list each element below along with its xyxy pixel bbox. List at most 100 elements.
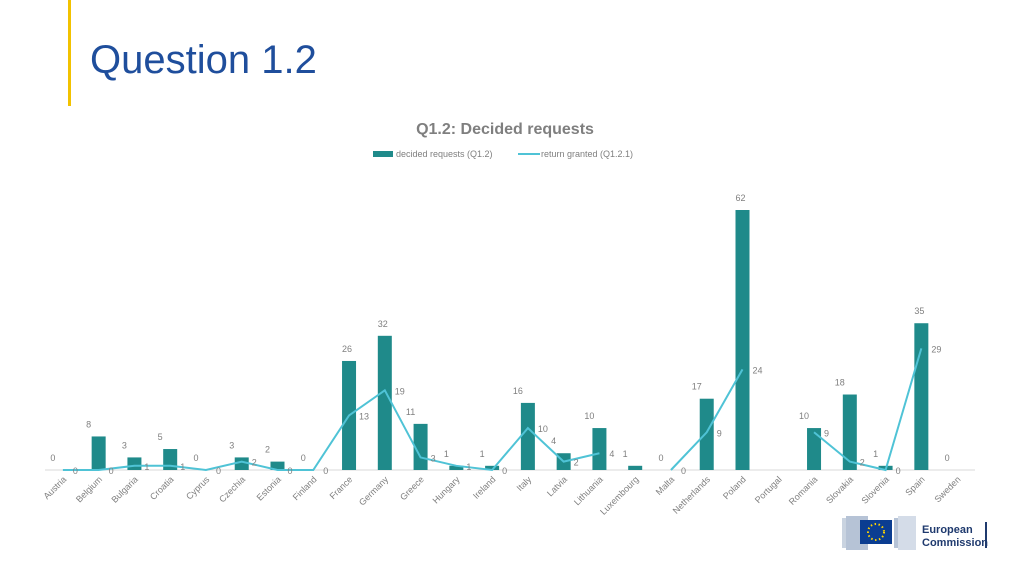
x-tick-label: Bulgaria <box>109 474 139 504</box>
x-tick-label: France <box>328 474 355 501</box>
line-value-label: 10 <box>538 424 548 434</box>
line-value-label: 0 <box>216 466 221 476</box>
bar-netherlands <box>699 398 714 470</box>
bar-value-label: 0 <box>301 453 306 463</box>
x-tick-label: Belgium <box>74 474 104 504</box>
bar-value-label: 1 <box>444 449 449 459</box>
bar-germany <box>377 335 392 470</box>
x-tick-label: Czechia <box>217 474 247 504</box>
line-value-label: 3 <box>431 453 436 463</box>
x-tick-label: Greece <box>398 474 426 502</box>
bar-value-label: 32 <box>378 319 388 329</box>
chart-title: Q1.2: Decided requests <box>416 121 594 138</box>
bar-value-label: 26 <box>342 344 352 354</box>
line-value-label: 0 <box>288 466 293 476</box>
line-value-label: 0 <box>896 466 901 476</box>
bar-value-label: 1 <box>480 449 485 459</box>
bar-value-label: 0 <box>945 453 950 463</box>
x-tick-label: Germany <box>357 474 391 508</box>
x-tick-label: Luxembourg <box>598 474 640 516</box>
line-value-label: 4 <box>609 449 614 459</box>
bar-value-label: 5 <box>158 432 163 442</box>
bar-value-label: 10 <box>584 411 594 421</box>
bar-value-label: 11 <box>406 407 415 417</box>
bar-estonia <box>270 461 285 470</box>
legend-bar-swatch <box>373 151 393 157</box>
x-tick-label: Estonia <box>255 474 283 502</box>
x-tick-label: Italy <box>515 474 534 493</box>
x-tick-label: Croatia <box>148 474 176 502</box>
line-value-label: 2 <box>252 458 257 468</box>
bar-value-label: 62 <box>735 193 745 203</box>
bar-italy <box>520 402 535 470</box>
x-tick-label: Hungary <box>431 474 462 505</box>
logo-line-1: European <box>922 524 973 536</box>
bar-value-label: 0 <box>658 453 663 463</box>
line-value-label: 1 <box>180 462 185 472</box>
logo-line-2: Commission <box>922 537 989 549</box>
x-tick-label: Romania <box>787 474 820 507</box>
line-value-label: 2 <box>574 458 579 468</box>
line-value-label: 0 <box>109 466 114 476</box>
line-value-label: 13 <box>359 411 369 421</box>
bar-value-label: 1 <box>873 449 878 459</box>
bar-luxembourg <box>628 465 643 470</box>
x-tick-label: Netherlands <box>671 474 713 516</box>
line-value-label: 0 <box>681 466 686 476</box>
x-tick-label: Ireland <box>471 474 498 501</box>
bar-hungary <box>449 465 464 470</box>
bar-value-label: 3 <box>122 440 127 450</box>
x-tick-label: Cyprus <box>184 474 212 502</box>
bar-value-label: 18 <box>835 378 845 388</box>
bar-value-label: 17 <box>692 382 702 392</box>
bar-lithuania <box>592 428 607 470</box>
bar-value-label: 0 <box>193 453 198 463</box>
line-value-label: 0 <box>502 466 507 476</box>
bar-belgium <box>91 436 106 470</box>
line-value-label: 9 <box>717 428 722 438</box>
x-tick-label: Sweden <box>932 474 962 504</box>
bar-value-label: 1 <box>623 449 628 459</box>
x-tick-label: Latvia <box>545 474 569 498</box>
eu-flag-icon <box>842 516 916 550</box>
page-title: Question 1.2 <box>90 38 317 82</box>
series-line-return-granted <box>62 388 600 472</box>
bar-value-label: 10 <box>799 411 809 421</box>
series-line-return-granted <box>670 368 744 471</box>
line-value-label: 29 <box>931 344 941 354</box>
bar-value-label: 4 <box>551 436 556 446</box>
series-line-return-granted <box>813 348 923 472</box>
logo-divider <box>985 522 987 548</box>
line-value-label: 24 <box>753 365 763 375</box>
bar-bulgaria <box>127 457 142 470</box>
bar-value-label: 8 <box>86 419 91 429</box>
x-tick-label: Spain <box>903 474 926 497</box>
logo-text: European Commission <box>922 524 988 550</box>
bar-value-label: 0 <box>50 453 55 463</box>
bar-croatia <box>163 449 178 470</box>
legend-line-label: return granted (Q1.2.1) <box>541 149 633 159</box>
line-value-label: 9 <box>824 428 829 438</box>
bar-poland <box>735 210 750 470</box>
line-value-label: 1 <box>466 462 471 472</box>
bar-value-label: 2 <box>265 445 270 455</box>
line-value-label: 0 <box>323 466 328 476</box>
line-value-label: 0 <box>73 466 78 476</box>
x-tick-label: Malta <box>654 474 677 497</box>
x-tick-label: Finland <box>291 474 319 502</box>
line-value-label: 1 <box>144 462 149 472</box>
bar-value-label: 3 <box>229 440 234 450</box>
bar-ireland <box>485 465 500 470</box>
x-tick-label: Portugal <box>753 474 784 505</box>
bar-spain <box>914 323 929 470</box>
x-tick-label: Slovakia <box>824 474 855 505</box>
bar-slovakia <box>842 394 857 470</box>
legend-bar-label: decided requests (Q1.2) <box>396 149 493 159</box>
line-value-label: 19 <box>395 386 405 396</box>
x-tick-label: Austria <box>41 474 68 501</box>
x-tick-label: Poland <box>721 474 748 501</box>
bar-value-label: 16 <box>513 386 523 396</box>
x-tick-label: Lithuania <box>572 474 605 507</box>
european-commission-logo <box>842 512 992 562</box>
